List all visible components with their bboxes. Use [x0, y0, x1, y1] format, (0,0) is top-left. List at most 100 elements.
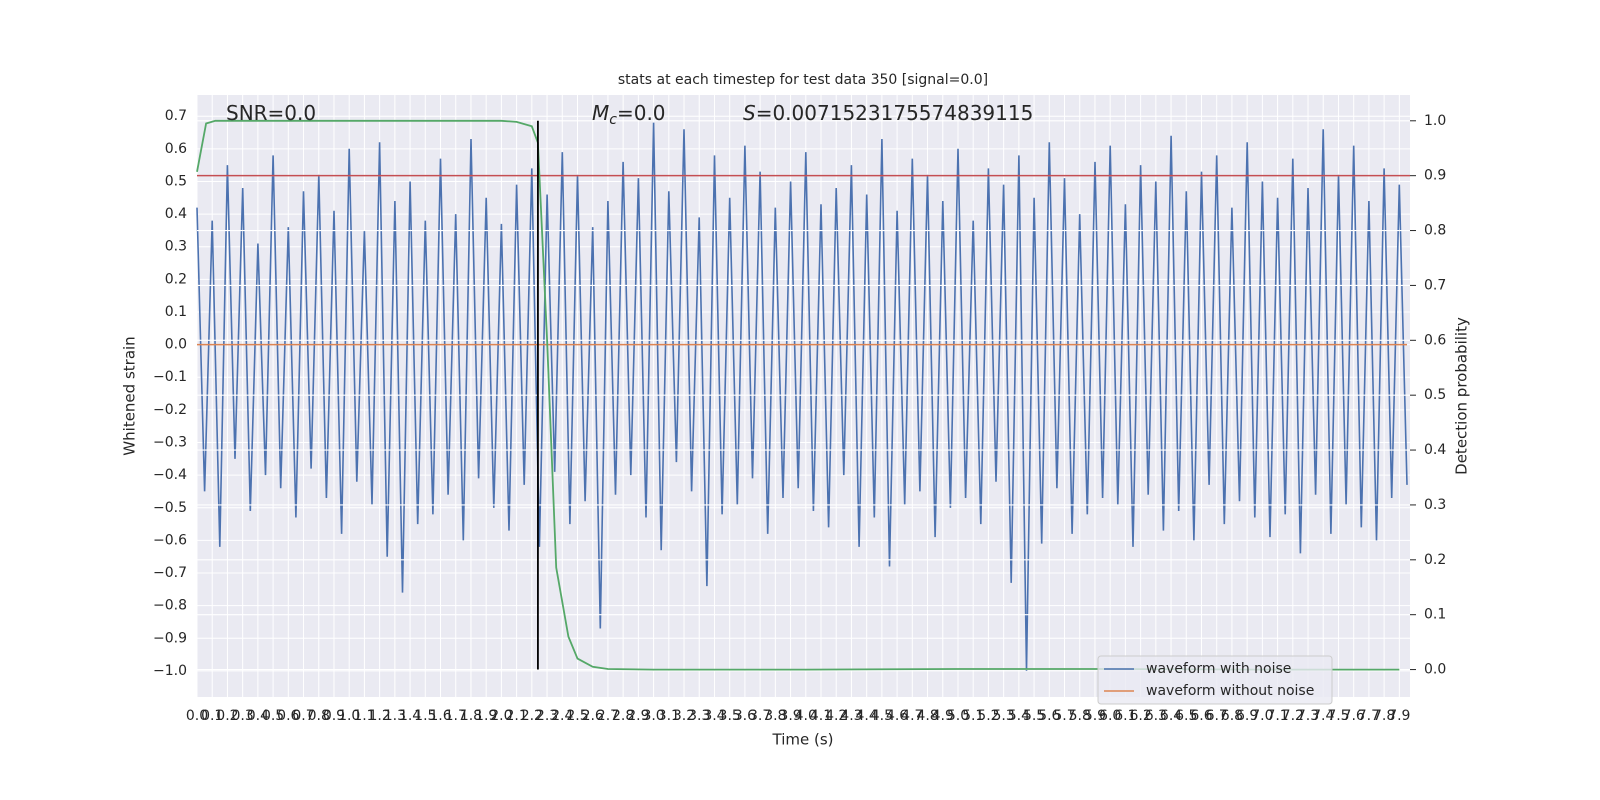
- x-tick-label: 4.6: [886, 708, 908, 724]
- x-tick-label: 2.2: [521, 708, 543, 724]
- x-tick-label: 5.7: [1053, 708, 1075, 724]
- x-tick-label: 7.0: [1251, 708, 1273, 724]
- x-tick-label: 7.9: [1388, 708, 1410, 724]
- x-tick-label: 3.6: [734, 708, 756, 724]
- x-tick-label: 5.5: [1023, 708, 1045, 724]
- annotation-subscript: c: [609, 112, 617, 128]
- x-tick-label: 2.9: [627, 708, 649, 724]
- x-tick-label: 2.1: [505, 708, 527, 724]
- x-tick-label: 1.9: [475, 708, 497, 724]
- legend-box: [1097, 655, 1333, 705]
- x-tick-label: 7.1: [1266, 708, 1288, 724]
- x-tick-label: 1.7: [445, 708, 467, 724]
- y2-tick-label: 0.1: [1424, 607, 1446, 623]
- x-tick-label: 3.1: [658, 708, 680, 724]
- x-tick-label: 5.0: [947, 708, 969, 724]
- x-tick-label: 4.2: [825, 708, 847, 724]
- x-tick-label: 0.8: [308, 708, 330, 724]
- y-tick-label: −0.1: [153, 369, 187, 385]
- x-tick-label: 5.6: [1038, 708, 1060, 724]
- x-tick-label: 6.7: [1206, 708, 1228, 724]
- x-tick-label: 1.6: [429, 708, 451, 724]
- x-tick-label: 0.5: [262, 708, 284, 724]
- x-tick-label: 1.4: [399, 708, 421, 724]
- y-tick-label: 0.0: [165, 337, 187, 353]
- x-tick-label: 3.7: [749, 708, 771, 724]
- y2-axis-label: Detection probability: [1453, 317, 1471, 475]
- x-tick-label: 1.2: [369, 708, 391, 724]
- x-tick-label: 7.6: [1343, 708, 1365, 724]
- x-tick-label: 6.1: [1114, 708, 1136, 724]
- x-tick-label: 7.8: [1373, 708, 1395, 724]
- annotation-text: SNR=0.0: [226, 101, 316, 125]
- x-tick-label: 2.4: [551, 708, 573, 724]
- legend-label: waveform without noise: [1146, 683, 1314, 699]
- x-tick-label: 0.0: [186, 708, 208, 724]
- y-tick-label: 0.5: [165, 173, 187, 189]
- x-tick-label: 5.8: [1069, 708, 1091, 724]
- x-tick-label: 7.5: [1327, 708, 1349, 724]
- x-tick-label: 0.1: [201, 708, 223, 724]
- x-tick-label: 2.7: [597, 708, 619, 724]
- y2-tick-label: 0.5: [1424, 387, 1446, 403]
- annotation-text: =0.0071523175574839115: [756, 101, 1034, 125]
- annotation-text: =0.0: [617, 101, 666, 125]
- x-tick-label: 0.2: [216, 708, 238, 724]
- x-tick-label: 3.8: [764, 708, 786, 724]
- y-tick-label: −0.8: [153, 598, 187, 614]
- y-tick-label: −0.3: [153, 434, 187, 450]
- x-tick-label: 1.3: [384, 708, 406, 724]
- x-tick-label: 4.9: [932, 708, 954, 724]
- series-line: [196, 122, 1408, 671]
- x-tick-label: 4.4: [856, 708, 878, 724]
- x-tick-label: 7.4: [1312, 708, 1334, 724]
- y-tick-label: 0.1: [165, 304, 187, 320]
- x-tick-label: 3.4: [703, 708, 725, 724]
- y-axis-label: Whitened strain: [121, 336, 139, 455]
- x-tick-label: 5.1: [962, 708, 984, 724]
- x-tick-label: 2.0: [490, 708, 512, 724]
- probability-line: [196, 119, 1400, 671]
- x-tick-label: 2.8: [612, 708, 634, 724]
- x-tick-label: 2.3: [536, 708, 558, 724]
- x-tick-label: 2.6: [582, 708, 604, 724]
- y-tick-label: 0.3: [165, 239, 187, 255]
- x-tick-label: 6.0: [1099, 708, 1121, 724]
- x-tick-label: 6.2: [1129, 708, 1151, 724]
- y-tick-label: −0.7: [153, 565, 187, 581]
- x-tick-label: 3.0: [642, 708, 664, 724]
- x-tick-label: 0.3: [232, 708, 254, 724]
- annotation-symbol: S: [743, 101, 756, 125]
- annotation: S=0.0071523175574839115: [743, 101, 1033, 125]
- x-tick-label: 6.4: [1160, 708, 1182, 724]
- y2-tick-label: 0.4: [1424, 442, 1446, 458]
- x-tick-label: 6.3: [1145, 708, 1167, 724]
- x-tick-label: 4.8: [916, 708, 938, 724]
- y2-tick-label: 1.0: [1424, 113, 1446, 129]
- x-tick-label: 3.2: [673, 708, 695, 724]
- x-tick-label: 5.3: [993, 708, 1015, 724]
- x-tick-label: 4.1: [810, 708, 832, 724]
- y-tick-label: −0.9: [153, 630, 187, 646]
- y-tick-label: −0.4: [153, 467, 187, 483]
- x-tick-label: 4.3: [840, 708, 862, 724]
- x-tick-label: 3.3: [688, 708, 710, 724]
- y-tick-label: 0.2: [165, 271, 187, 287]
- x-tick-label: 4.5: [871, 708, 893, 724]
- x-tick-label: 6.5: [1175, 708, 1197, 724]
- y2-tick-label: 0.0: [1424, 662, 1446, 678]
- x-tick-label: 1.1: [353, 708, 375, 724]
- y2-tick-label: 0.6: [1424, 332, 1446, 348]
- x-tick-label: 5.4: [1008, 708, 1030, 724]
- y2-tick-label: 0.2: [1424, 552, 1446, 568]
- x-tick-label: 3.9: [779, 708, 801, 724]
- chart-title: stats at each timestep for test data 350…: [618, 72, 988, 88]
- y-tick-label: 0.6: [165, 141, 187, 157]
- y-tick-label: 0.7: [165, 108, 187, 124]
- x-tick-label: 7.2: [1282, 708, 1304, 724]
- y2-tick-label: 0.9: [1424, 168, 1446, 184]
- x-tick-label: 1.0: [338, 708, 360, 724]
- annotation-symbol: M: [592, 101, 609, 125]
